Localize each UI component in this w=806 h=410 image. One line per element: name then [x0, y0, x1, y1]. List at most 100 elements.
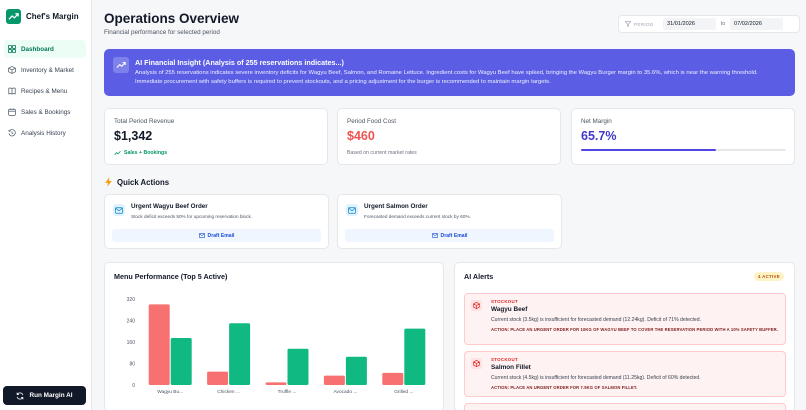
net-margin-value: 65.7% — [581, 129, 617, 143]
chart-bar[interactable] — [345, 356, 367, 385]
page-title: Operations Overview — [104, 11, 240, 26]
chart-bar[interactable] — [287, 348, 309, 385]
food-cost-foot: Based on current market rates — [347, 150, 417, 156]
sidebar-item-label: Analysis History — [21, 129, 66, 137]
alert-text: Current stock (3.5kg) is insufficient fo… — [491, 317, 701, 323]
alert-kind: STOCKOUT — [491, 357, 518, 362]
alert-action: ACTION: PLACE AN URGENT ORDER FOR 7.9KG … — [491, 385, 638, 390]
lightning-icon — [105, 177, 112, 187]
quick-action-desc: Stock deficit exceeds 50% for upcoming r… — [131, 214, 253, 219]
draft-email-button[interactable]: Draft Email — [345, 229, 554, 242]
net-margin-card: Net Margin 65.7% — [571, 108, 795, 165]
x-tick-label: Truffle ... — [278, 389, 297, 395]
y-tick-label: 0 — [132, 383, 135, 389]
food-cost-value: $460 — [347, 129, 375, 143]
chart-bar[interactable] — [323, 375, 345, 385]
insight-title: AI Financial Insight (Analysis of 255 re… — [135, 58, 344, 67]
y-tick-label: 160 — [127, 340, 136, 346]
alert-item[interactable]: STOCKOUT Wagyu Beef Current stock (3.5kg… — [464, 293, 786, 345]
alert-item[interactable]: STOCKOUT — [464, 403, 786, 410]
alert-kind: STOCKOUT — [491, 299, 518, 304]
calendar-icon — [8, 108, 16, 116]
x-tick-label: Grilled ... — [394, 389, 413, 395]
sidebar-item-label: Inventory & Market — [21, 66, 74, 74]
menu-performance-card: Menu Performance (Top 5 Active) 0 80 160 24… — [104, 262, 444, 410]
draft-email-button[interactable]: Draft Email — [112, 229, 321, 242]
chart-bar[interactable] — [148, 304, 170, 385]
y-tick-label: 320 — [127, 297, 136, 303]
quick-action-title: Urgent Wagyu Beef Order — [131, 203, 208, 210]
mail-icon — [113, 204, 125, 216]
revenue-label: Total Period Revenue — [114, 118, 175, 125]
start-date-input[interactable]: 31/01/2026 — [663, 18, 716, 30]
alert-name: Salmon Fillet — [491, 364, 531, 371]
mail-icon — [431, 233, 438, 238]
revenue-foot-text: Sales + Bookings — [124, 150, 168, 156]
trend-up-icon — [6, 9, 21, 24]
chart-bar[interactable] — [382, 372, 404, 385]
filter-icon — [625, 21, 631, 27]
sidebar-item-label: Recipes & Menu — [21, 87, 68, 95]
quick-action-salmon: Urgent Salmon Order Forecasted demand ex… — [337, 194, 562, 249]
main-content: Operations Overview Financial performanc… — [92, 0, 806, 410]
alert-text: Current stock (4.5kg) is insufficient fo… — [491, 375, 701, 381]
alert-action: ACTION: PLACE AN URGENT ORDER FOR 10KG O… — [491, 327, 779, 332]
box-icon — [8, 66, 16, 74]
sidebar-item-dashboard[interactable]: Dashboard — [4, 40, 86, 58]
sidebar-item-inventory[interactable]: Inventory & Market — [4, 61, 86, 79]
chart-bar[interactable] — [207, 371, 229, 385]
alert-name: Wagyu Beef — [491, 306, 528, 313]
x-tick-label: Avocado ... — [333, 389, 357, 395]
chart-bar[interactable] — [229, 323, 251, 385]
insight-body: Analysis of 255 reservations indicates s… — [135, 70, 758, 86]
chart-bar[interactable] — [404, 328, 426, 385]
app-name: Chef's Margin — [26, 12, 79, 21]
grid-icon — [8, 45, 16, 53]
food-cost-card: Period Food Cost $460 Based on current m… — [337, 108, 561, 165]
quick-action-title: Urgent Salmon Order — [364, 203, 428, 210]
package-icon — [471, 358, 482, 369]
food-cost-label: Period Food Cost — [347, 118, 397, 125]
quick-action-wagyu: Urgent Wagyu Beef Order Stock deficit ex… — [104, 194, 329, 249]
book-icon — [8, 87, 16, 95]
quick-actions-title-text: Quick Actions — [117, 177, 170, 187]
refresh-icon — [17, 391, 24, 400]
sidebar-nav: Dashboard Inventory & Market Recipes & M… — [4, 40, 86, 145]
quick-action-desc: Forecasted demand exceeds current stock … — [364, 214, 471, 219]
date-separator: to — [720, 21, 726, 27]
brand[interactable]: Chef's Margin — [6, 9, 79, 24]
mail-icon — [198, 233, 205, 238]
draft-email-label: Draft Email — [440, 232, 468, 239]
sidebar: Chef's Margin Dashboard Inventory & Mark… — [0, 0, 92, 410]
period-label-text: PERIOD — [634, 21, 654, 27]
quick-actions-title: Quick Actions — [104, 177, 169, 187]
y-tick-label: 240 — [127, 319, 136, 325]
menu-performance-chart: 0 80 160 240 320 Wagyu Bu... Chicken ... Truffl… — [127, 297, 426, 395]
end-date-input[interactable]: 07/02/2026 — [730, 18, 783, 30]
package-icon — [471, 300, 482, 311]
page-subtitle: Financial performance for selected perio… — [104, 29, 220, 36]
chart-bar[interactable] — [170, 337, 192, 385]
draft-email-label: Draft Email — [207, 232, 235, 239]
alert-item[interactable]: STOCKOUT Salmon Fillet Current stock (4.… — [464, 351, 786, 397]
trend-up-icon — [113, 57, 129, 73]
trend-up-icon — [114, 150, 121, 156]
history-icon — [8, 129, 16, 137]
revenue-foot: Sales + Bookings — [114, 150, 167, 156]
chart-bar[interactable] — [265, 382, 287, 385]
sidebar-item-history[interactable]: Analysis History — [4, 124, 86, 142]
sidebar-item-sales[interactable]: Sales & Bookings — [4, 103, 86, 121]
run-margin-ai-button[interactable]: Run Margin AI — [3, 386, 86, 405]
sidebar-item-label: Sales & Bookings — [21, 108, 71, 116]
x-tick-label: Wagyu Bu... — [157, 389, 183, 395]
revenue-card: Total Period Revenue $1,342 Sales + Book… — [104, 108, 328, 165]
net-margin-label: Net Margin — [581, 118, 612, 125]
ai-alerts-title: AI Alerts — [464, 272, 494, 281]
x-tick-label: Chicken ... — [217, 389, 240, 395]
ai-insight-banner: AI Financial Insight (Analysis of 255 re… — [104, 49, 795, 96]
menu-performance-title: Menu Performance (Top 5 Active) — [114, 272, 228, 281]
net-margin-bar-fill — [581, 149, 716, 151]
sidebar-item-recipes[interactable]: Recipes & Menu — [4, 82, 86, 100]
ai-alerts-card: AI Alerts 4 ACTIVE STOCKOUT Wagyu Beef C… — [454, 262, 795, 410]
run-margin-ai-label: Run Margin AI — [29, 392, 73, 399]
